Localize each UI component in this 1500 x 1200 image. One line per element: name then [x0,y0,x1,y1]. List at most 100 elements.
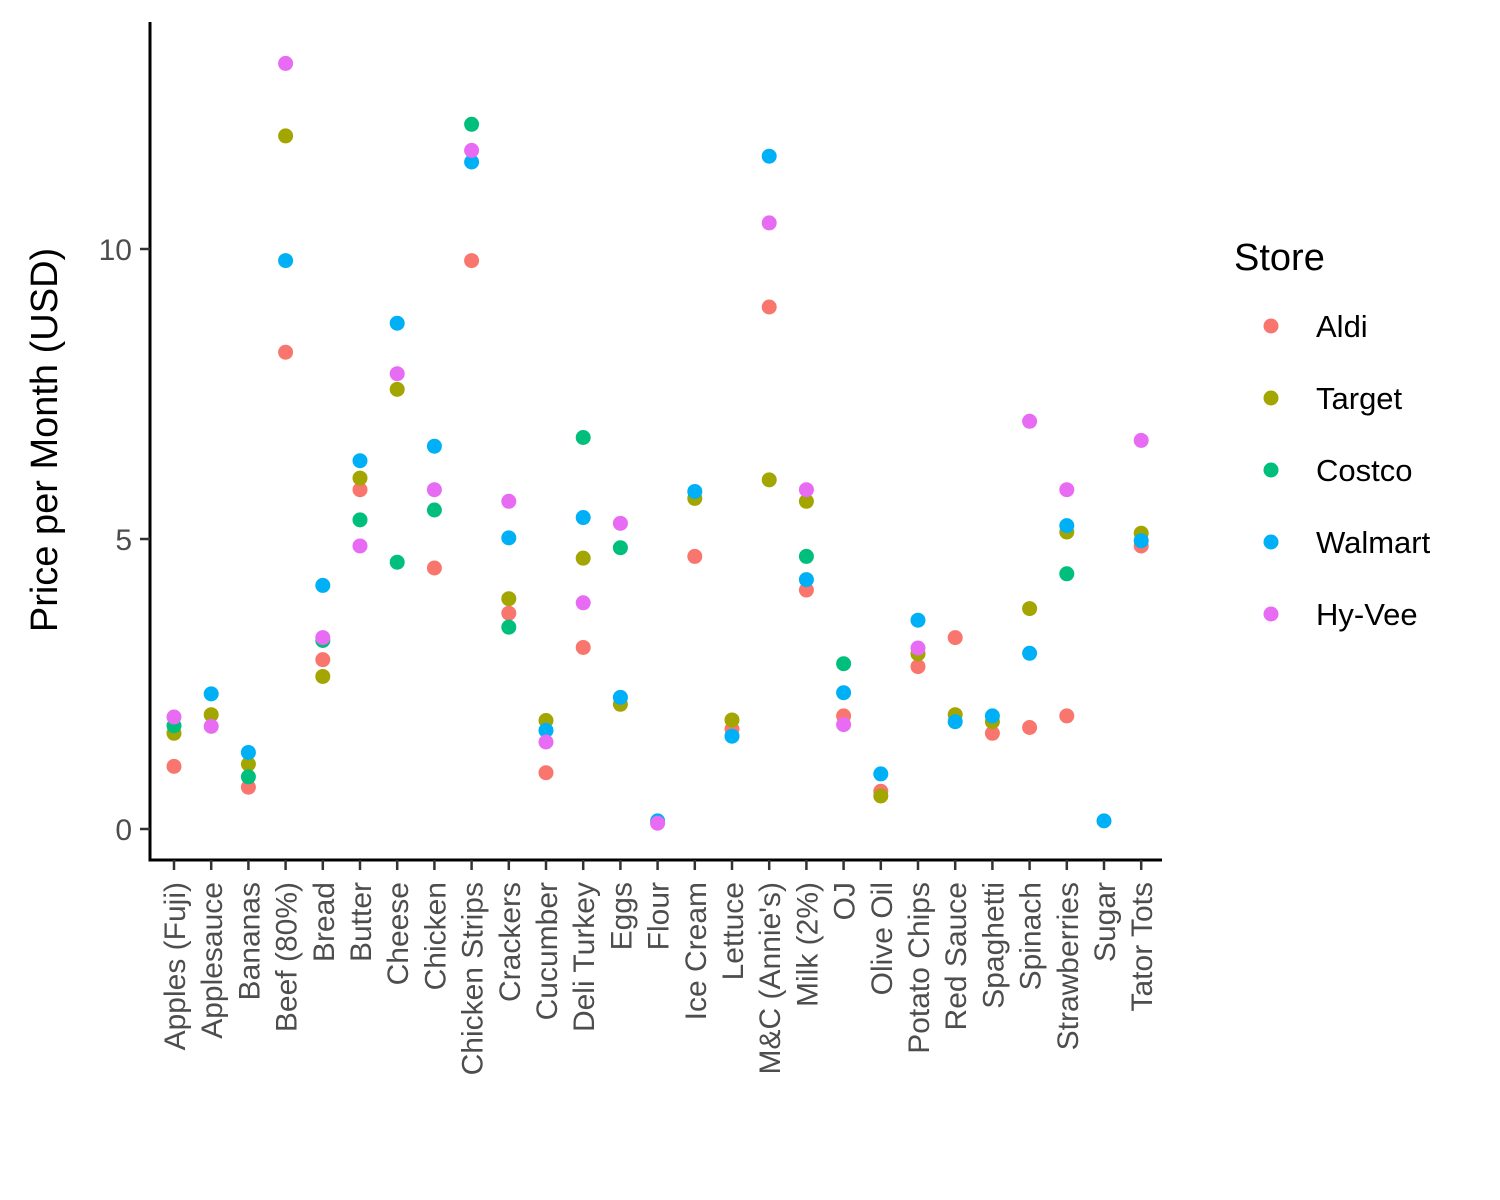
data-point [278,344,294,360]
data-point [612,515,628,531]
x-tick-label: Crackers [494,882,527,1002]
x-tick-label: Butter [345,882,378,962]
x-tick-label: Applesauce [196,882,229,1039]
data-point [352,470,368,486]
data-point [575,639,591,655]
x-tick-label: Potato Chips [903,882,936,1054]
legend-key [1263,318,1279,334]
x-tick-label: Bread [308,882,341,962]
x-tick-label: Red Sauce [940,882,973,1030]
data-point [1022,413,1038,429]
x-tick-label: OJ [829,882,862,920]
data-point [798,572,814,588]
data-point [464,154,480,170]
data-point [278,55,294,71]
legend-label: Target [1316,381,1403,416]
data-point [1096,813,1112,829]
data-point [575,550,591,566]
x-tick-label: Strawberries [1052,882,1085,1050]
legend-key [1263,606,1279,622]
x-tick-label: Lettuce [717,882,750,980]
data-point [240,744,256,760]
axes: 0 5 10 Apples (Fuji) Applesauce Bananas Beef (… [99,22,1162,1075]
data-point [873,766,889,782]
data-point [761,472,777,488]
data-point [240,779,256,795]
data-point [761,215,777,231]
data-point [240,756,256,772]
data-point [873,788,889,804]
data-point [389,381,405,397]
data-point [501,619,517,635]
data-point [315,652,331,668]
x-tick-label: Chicken Strips [457,882,490,1075]
data-point [203,718,219,734]
x-tick-label: Apples (Fuji) [159,882,192,1050]
data-point [575,430,591,445]
data-point [315,630,331,646]
legend-key [1263,390,1279,406]
x-tick-label: Beef (80%) [271,882,304,1032]
data-point [426,482,442,498]
data-point [203,707,219,723]
data-point [501,530,517,546]
data-point [166,758,182,774]
data-point [352,482,368,498]
data-point [798,493,814,509]
x-tick-label: Tator Tots [1126,882,1159,1012]
x-tick-label: M&C (Annie's) [754,882,787,1074]
x-tick-label: Spinach [1015,882,1048,990]
data-point [501,605,517,621]
x-tick-label: Milk (2%) [791,882,824,1007]
data-point [426,438,442,454]
data-point [1059,708,1075,724]
legend-items: Aldi Target Costco Walmart Hy-Vee [1263,309,1431,632]
data-points [166,55,1149,831]
data-point [426,560,442,576]
x-tick-label: Ice Cream [680,882,713,1020]
data-point [798,582,814,598]
data-point [352,512,368,528]
data-point [538,734,554,750]
data-point [612,540,628,556]
data-point [984,708,1000,724]
x-tick-label: Cheese [382,882,415,985]
data-point [278,253,294,269]
x-tick-label: Chicken [419,882,452,990]
y-axis-title: Price per Month (USD) [24,248,66,632]
data-point [464,253,480,269]
data-point [1022,720,1038,735]
data-point [836,685,852,701]
data-point [798,482,814,498]
data-point [1059,518,1075,534]
data-point [910,659,926,675]
data-point [687,483,703,499]
data-point [761,299,777,315]
data-point [315,577,331,593]
y-tick-label: 10 [99,234,132,267]
x-tick-label: Cucumber [531,882,564,1020]
x-tick-label: Eggs [605,882,638,950]
legend: Store Aldi Target Costco Walmart Hy-Vee [1234,237,1431,632]
data-point [501,493,517,509]
data-point [464,116,480,132]
legend-key [1263,462,1279,478]
data-point [761,148,777,164]
legend-title: Store [1234,237,1325,279]
legend-key [1263,534,1279,550]
data-point [352,538,368,554]
data-point [947,630,963,646]
data-point [910,612,926,628]
data-point [836,717,852,733]
legend-label: Costco [1316,453,1412,488]
data-point [1059,482,1075,498]
x-tick-label: Sugar [1089,882,1122,962]
y-tick-label: 0 [115,814,132,847]
data-point [426,502,442,518]
data-point [612,689,628,705]
legend-label: Aldi [1316,309,1368,344]
data-point [501,591,517,607]
data-point [1022,601,1038,617]
x-tick-label: Olive Oil [866,882,899,995]
